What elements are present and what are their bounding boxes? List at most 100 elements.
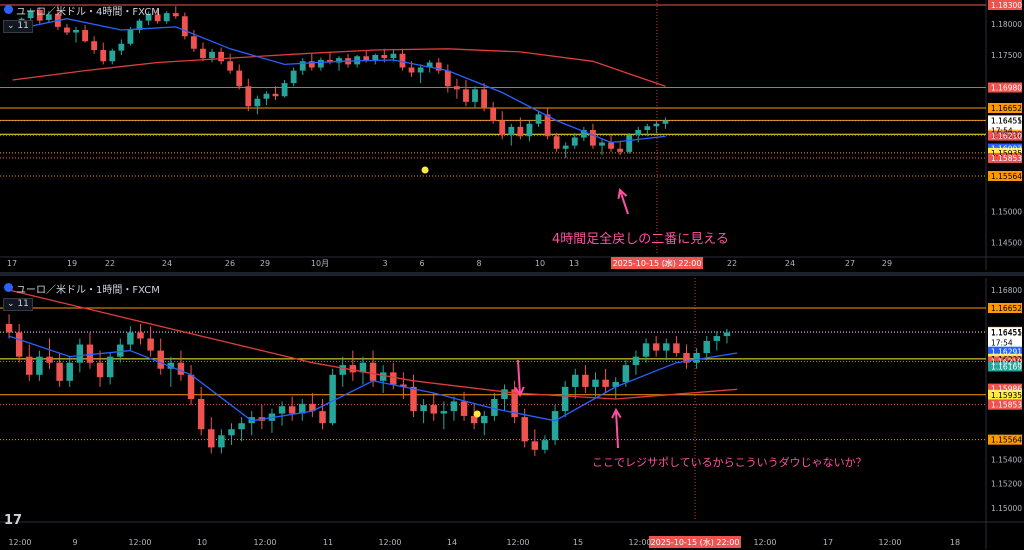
price-label-bg [988, 434, 1022, 445]
candle-body [91, 41, 98, 50]
price-label: 1.15853 [991, 401, 1022, 410]
candle-body [145, 14, 152, 21]
moving-average-blue [8, 335, 738, 422]
annotation-arrow [615, 409, 619, 449]
candle-body [127, 332, 134, 345]
candle-body [26, 356, 33, 375]
symbol-title-1h[interactable]: ユーロ／米ドル・1時間・FXCM [16, 285, 160, 296]
price-tick-label: 1.15000 [991, 504, 1022, 513]
time-tick-label: 13 [569, 259, 579, 268]
price-label: 1.16232 [991, 355, 1022, 364]
candle-body [117, 344, 124, 357]
candle-body [626, 135, 633, 152]
candle-body [662, 120, 669, 124]
candle-body [100, 50, 107, 62]
candle-body [381, 55, 388, 59]
candle-body [181, 16, 188, 37]
candle-body [499, 120, 506, 135]
time-tick-label: 10月 [311, 259, 329, 268]
candle-body [635, 130, 642, 135]
candle-body [632, 356, 640, 366]
candle-body [86, 344, 94, 363]
candle-body [511, 389, 518, 418]
time-tick-label: 11 [323, 538, 333, 547]
time-tick-label: 27 [845, 259, 855, 268]
time-tick-label: 29 [882, 259, 892, 268]
candle-body [612, 382, 619, 387]
candle-body [82, 30, 88, 42]
candle-body [109, 50, 116, 62]
candle-body [508, 126, 515, 135]
indicator-count-4h: 11 [17, 21, 29, 31]
time-tick-label: 12:00 [128, 538, 151, 547]
event-marker [473, 410, 481, 418]
indicator-toggle-4h[interactable]: ⌄ 11 [3, 20, 33, 33]
price-tick-label: 1.17500 [991, 51, 1022, 60]
candle-body [693, 353, 700, 363]
candle-body [272, 93, 279, 97]
candle-body [472, 89, 478, 102]
symbol-title-4h[interactable]: ユーロ／米ドル・4時間・FXCM [16, 7, 160, 18]
price-label: 1.15935 [991, 391, 1022, 400]
candle-body [435, 62, 442, 71]
annotation-text: ここでレジサポしているからこういうダウじゃないか？ [592, 455, 867, 469]
candle-body [187, 374, 195, 399]
time-tick-label: 22 [727, 259, 737, 268]
candle-body [167, 362, 175, 369]
time-tick-label: 12:00 [878, 538, 901, 547]
candle-body [526, 123, 533, 137]
candle-body [572, 374, 579, 387]
candle-body [245, 86, 252, 107]
moving-average-red [12, 48, 666, 87]
time-tick-label: 3 [382, 259, 387, 268]
candle-body [553, 136, 560, 149]
candle-body [299, 403, 306, 414]
annotation-arrow-head [617, 188, 628, 200]
price-label-bg [988, 152, 1022, 163]
candle-body [408, 67, 415, 73]
candle-body [642, 343, 650, 357]
candle-body [238, 423, 245, 430]
price-label: 1.16003 [991, 145, 1022, 154]
candle-body [317, 60, 324, 68]
candle-body [535, 114, 542, 124]
price-label-bg [988, 103, 1022, 113]
annotation-arrow-head [514, 386, 525, 398]
flag-icon [4, 5, 13, 14]
candle-body [136, 20, 143, 30]
time-tick-label: 14 [447, 538, 457, 547]
price-label: 1.16210 [991, 357, 1022, 366]
indicator-toggle-1h[interactable]: ⌄ 11 [3, 298, 33, 311]
candle-body [390, 372, 397, 385]
time-tick-label: 22 [105, 259, 115, 268]
candle-body [430, 405, 437, 414]
candle-body [329, 374, 336, 424]
time-tick-label: 12:00 [8, 538, 31, 547]
candle-body [106, 356, 114, 378]
candle-body [453, 86, 460, 90]
price-panel-0 [0, 0, 1022, 269]
time-tick-label: 10 [535, 259, 545, 268]
candle-body [278, 406, 286, 414]
candle-body [602, 379, 609, 387]
candle-body [36, 356, 43, 375]
candle-body [254, 98, 261, 107]
price-tick-label: 1.16800 [991, 286, 1022, 295]
candle-body [45, 14, 52, 20]
candle-body [410, 386, 417, 412]
price-tick-label: 1.15000 [991, 207, 1022, 216]
candle-body [339, 365, 346, 375]
candle-body [652, 343, 660, 351]
time-tick-label: 17 [823, 538, 833, 547]
tradingview-logo: 17 [4, 513, 23, 528]
candle-body [218, 51, 225, 62]
price-label: 1.16451 [991, 117, 1022, 126]
event-marker [421, 166, 429, 174]
candle-body [336, 58, 342, 63]
candle-body [440, 411, 448, 414]
candle-body [5, 323, 13, 333]
candle-body [299, 61, 306, 71]
candle-body [200, 48, 206, 59]
candle-body [73, 30, 79, 33]
